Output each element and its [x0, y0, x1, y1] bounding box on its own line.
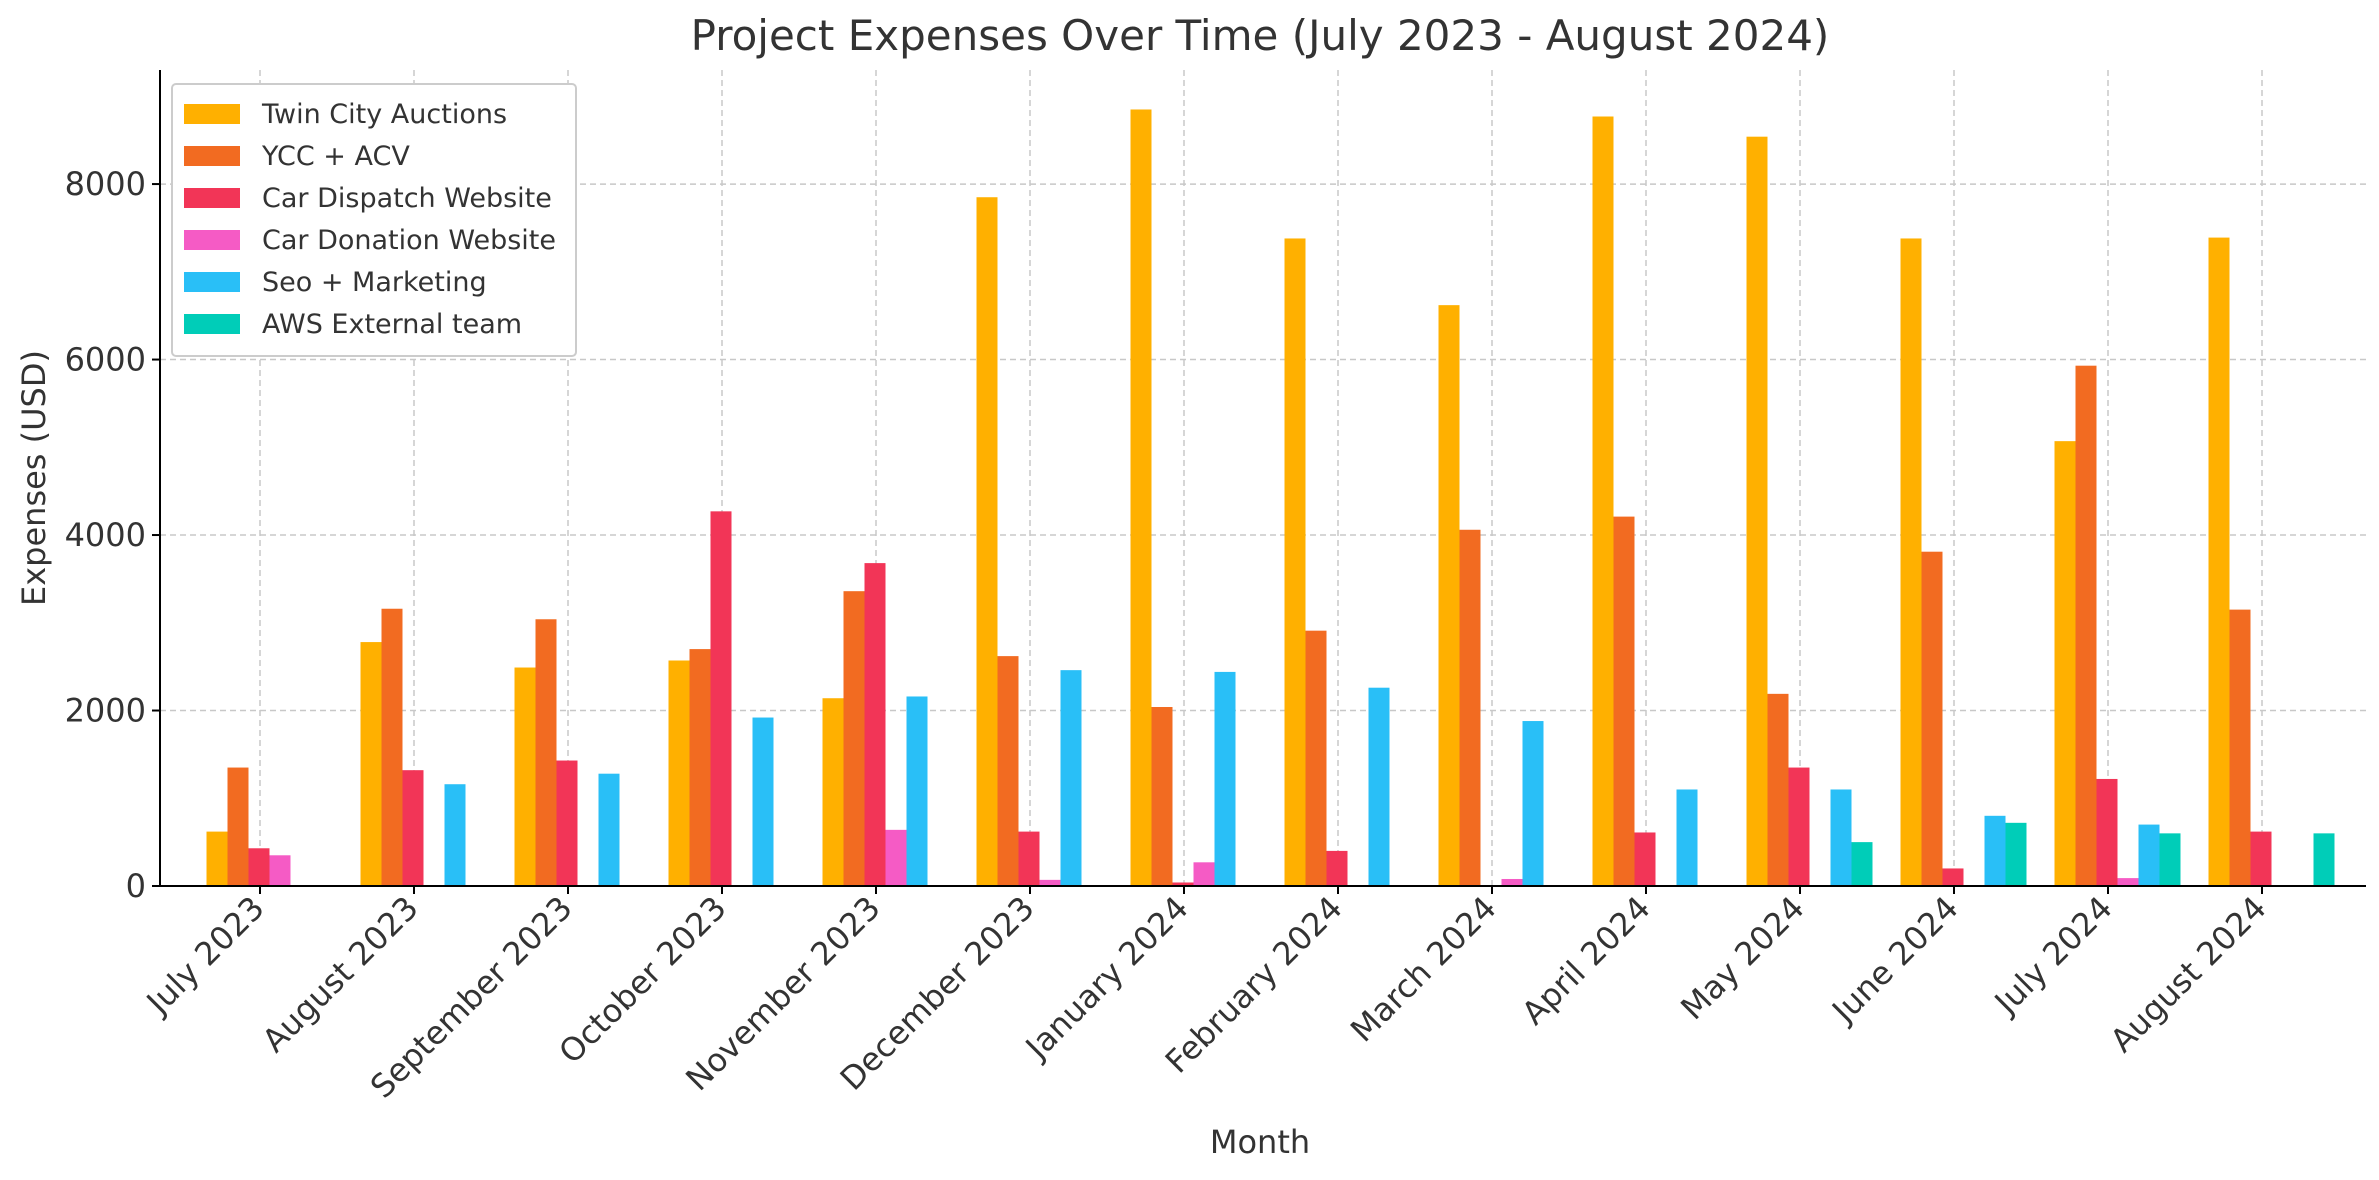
bar	[1746, 136, 1768, 887]
legend-swatch	[184, 314, 240, 334]
bar	[1921, 551, 1943, 886]
bar	[2229, 609, 2251, 886]
x-tick-label: August 2024	[2103, 889, 2274, 1060]
bar	[2250, 831, 2272, 886]
legend-swatch	[184, 188, 240, 208]
bar	[1851, 842, 1873, 886]
legend: Twin City Auctions YCC + ACV Car Dispatch …	[171, 83, 577, 357]
bar	[1151, 707, 1173, 886]
bar	[885, 829, 907, 886]
legend-label: Twin City Auctions	[261, 99, 507, 130]
bar	[206, 831, 228, 886]
bar	[1060, 670, 1082, 886]
bar	[1039, 879, 1061, 886]
bar	[843, 591, 865, 886]
bar	[2159, 833, 2181, 886]
bars	[206, 109, 2335, 887]
bar	[269, 855, 291, 886]
bar	[976, 197, 998, 886]
bar	[710, 511, 732, 886]
y-axis-label: Expenses (USD)	[15, 350, 53, 606]
legend-label: YCC + ACV	[261, 141, 410, 172]
legend-swatch	[184, 146, 240, 166]
bar	[752, 717, 774, 886]
bar	[1984, 815, 2006, 886]
bar	[360, 642, 382, 886]
bar	[2138, 824, 2160, 886]
bar	[1459, 529, 1481, 886]
bar	[248, 848, 270, 886]
x-tick-label: January 2024	[1017, 889, 1196, 1068]
bar	[2075, 365, 2097, 886]
bar	[906, 696, 928, 886]
bar	[1284, 238, 1306, 886]
legend-label: AWS External team	[262, 309, 522, 340]
x-axis-label: Month	[1210, 1123, 1310, 1161]
bar	[2096, 778, 2118, 886]
bar	[381, 608, 403, 886]
x-tick-label: May 2024	[1673, 889, 1811, 1027]
bar	[1438, 305, 1460, 886]
bar	[2005, 822, 2027, 886]
legend-label: Car Dispatch Website	[262, 183, 552, 214]
bar	[2117, 878, 2139, 886]
bar	[1214, 671, 1236, 886]
bar	[2208, 237, 2230, 886]
x-tick-label: March 2024	[1343, 889, 1504, 1050]
x-tick-label: June 2024	[1823, 889, 1965, 1031]
legend-box	[171, 83, 577, 357]
bar	[2054, 441, 2076, 886]
bar	[689, 649, 711, 886]
bar	[1942, 868, 1964, 886]
bar	[1788, 767, 1810, 886]
bar	[864, 563, 886, 886]
bar	[1634, 832, 1656, 886]
bar	[1767, 693, 1789, 886]
bar	[535, 619, 557, 886]
bar	[1368, 687, 1390, 886]
bar	[2313, 833, 2335, 886]
y-tick-label: 4000	[65, 516, 146, 554]
bar	[556, 760, 578, 886]
bar	[1676, 789, 1698, 886]
axes	[159, 70, 2366, 887]
bar	[1305, 630, 1327, 886]
bar	[1592, 116, 1614, 886]
bar	[1522, 721, 1544, 886]
x-tick-label: July 2023	[138, 889, 272, 1023]
bar	[227, 767, 249, 886]
legend-swatch	[184, 104, 240, 124]
bar	[1018, 831, 1040, 886]
y-tick-label: 0	[126, 867, 146, 905]
bar	[444, 784, 466, 886]
legend-swatch	[184, 230, 240, 250]
bar	[598, 773, 620, 886]
x-tick-label: July 2024	[1986, 889, 2120, 1023]
bar	[1613, 516, 1635, 886]
y-tick-label: 2000	[65, 692, 146, 730]
bar	[514, 667, 536, 886]
chart-title: Project Expenses Over Time (July 2023 - …	[691, 11, 1830, 60]
bar	[997, 656, 1019, 886]
bar	[668, 660, 690, 886]
bar	[822, 698, 844, 886]
x-tick-label: August 2023	[255, 889, 426, 1060]
bar	[1501, 878, 1523, 886]
bar	[402, 770, 424, 886]
x-tick-label: April 2024	[1514, 889, 1657, 1032]
bar	[1172, 882, 1194, 886]
bar	[1900, 238, 1922, 886]
y-tick-label: 6000	[65, 341, 146, 379]
bar	[1830, 789, 1852, 886]
bar	[1326, 850, 1348, 886]
legend-swatch	[184, 272, 240, 292]
legend-label: Seo + Marketing	[262, 267, 487, 298]
bar	[1130, 109, 1152, 886]
y-tick-label: 8000	[65, 165, 146, 203]
bar	[1193, 862, 1215, 886]
legend-label: Car Donation Website	[262, 225, 556, 256]
